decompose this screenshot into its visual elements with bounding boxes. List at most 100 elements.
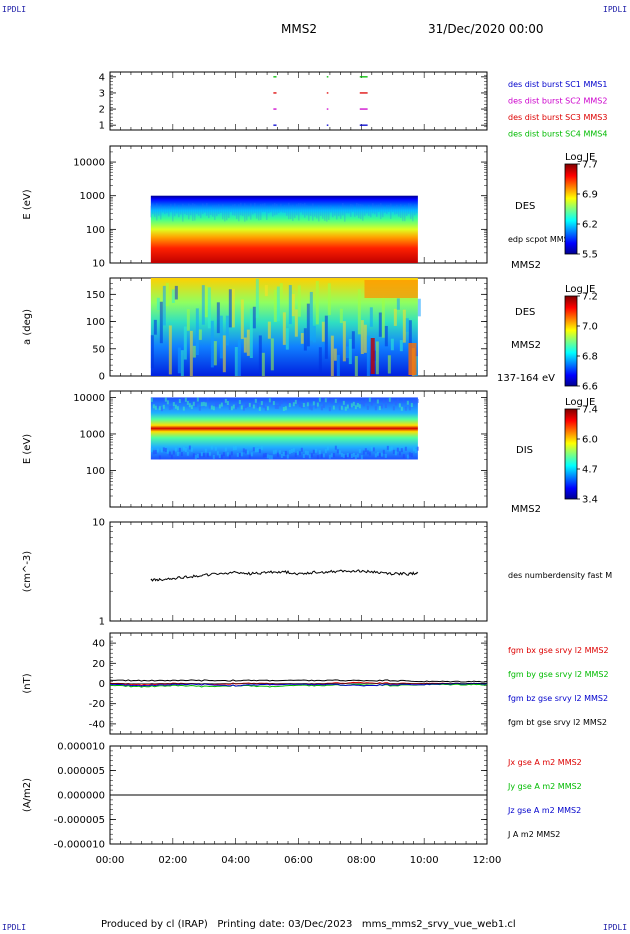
spectrogram-cell — [390, 399, 393, 404]
spectrogram-cell — [162, 447, 165, 452]
spectrogram-cell — [249, 308, 253, 358]
spectrogram-cell — [238, 400, 241, 405]
spectrogram-cell — [266, 454, 269, 459]
spectrogram-cell — [230, 451, 233, 456]
colorbar-tick-label: 6.0 — [582, 435, 598, 446]
spectrogram-cell — [366, 405, 369, 410]
spectrogram-cell — [340, 452, 343, 457]
spectrogram-cell — [294, 452, 297, 457]
legend-entry: Jz gse A m2 MMS2 — [507, 806, 581, 815]
spectrogram-cell — [240, 452, 243, 457]
spectrogram-cell — [315, 281, 319, 325]
spectrogram-cell — [370, 446, 373, 451]
spectrogram-cell — [168, 325, 172, 375]
spectrogram-cell — [282, 452, 285, 457]
spectrogram-cell — [396, 398, 399, 403]
y-tick-label: 100 — [86, 466, 105, 477]
y-tick-label: 20 — [92, 659, 105, 670]
spectrogram-cell — [152, 450, 155, 455]
spectrogram-cell — [246, 450, 249, 455]
spectrogram-cell — [153, 319, 157, 335]
spectrogram-cell — [162, 285, 166, 326]
spectrogram-cell — [412, 399, 415, 404]
spectrogram-cell — [168, 406, 171, 411]
spectrogram-cell — [182, 406, 185, 411]
spectrogram-cell — [360, 320, 364, 355]
spectrogram-cell — [156, 297, 160, 310]
spectrogram-cell — [350, 403, 353, 408]
spectrogram-cell — [376, 451, 379, 456]
spectrogram-cell — [165, 282, 169, 307]
y-tick-label: -20 — [89, 699, 105, 710]
spectrogram-cell — [172, 402, 175, 407]
spectrogram-cell — [238, 453, 241, 458]
spectrogram-cell — [268, 455, 271, 460]
spectrogram-cell — [306, 451, 309, 456]
spectrogram-cell — [398, 403, 401, 408]
spectrogram-cell — [384, 403, 387, 408]
panel-density: 1 10 (cm^-3) des numberdensity fast M — [22, 518, 612, 628]
colorbar-title: Log JE — [565, 284, 595, 295]
spectrogram-cell — [206, 453, 209, 458]
spectrogram-cell — [292, 402, 295, 407]
colorbar-tick-label: 3.4 — [582, 495, 598, 506]
spectrogram-cell — [348, 453, 351, 458]
spectrogram-cell — [154, 450, 157, 455]
spectrogram-cell — [414, 449, 417, 454]
spectrogram-cell — [273, 289, 277, 322]
legend-entry: des dist burst SC4 MMS4 — [508, 130, 607, 139]
spectrogram-cell — [334, 398, 337, 403]
series-line — [150, 569, 419, 582]
spectrogram-cell — [177, 347, 181, 374]
spectrogram-cell — [308, 405, 311, 410]
spectrogram-cell — [320, 453, 323, 458]
colorbar-tick-label: 6.2 — [582, 220, 598, 231]
spectrogram-cell — [316, 455, 319, 460]
spectrogram-cell — [284, 406, 287, 411]
spectrogram-cell — [288, 403, 291, 408]
spectrogram-cell — [186, 309, 190, 331]
spectrogram-cell — [252, 404, 255, 409]
y-tick-label: 1000 — [80, 191, 105, 202]
legend-entry: fgm bz gse srvy l2 MMS2 — [508, 694, 608, 703]
spectrogram-cell — [276, 286, 280, 322]
spectrogram-cell — [334, 445, 337, 450]
spectrogram-cell — [222, 452, 225, 457]
spectrogram-cell — [344, 406, 347, 411]
y-axis-label: (nT) — [22, 673, 33, 693]
spectrogram-cell — [260, 445, 263, 450]
spectrogram-cell — [308, 454, 311, 459]
spectrogram-cell — [378, 406, 381, 411]
spectrogram-cell — [174, 285, 178, 300]
colorbar-tick-label: 5.5 — [582, 250, 598, 261]
spectrogram-cell — [336, 449, 339, 454]
spectrogram-cell — [189, 330, 193, 376]
spectrogram-cell — [402, 398, 405, 403]
spectrogram-cell — [286, 400, 289, 405]
spectrogram-cell — [314, 404, 317, 409]
spectrogram-cell — [330, 399, 333, 404]
colorbar-tick-label: 6.6 — [582, 382, 598, 393]
spectrogram-cell — [280, 453, 283, 458]
spectrogram-cell — [302, 402, 305, 407]
spectrogram-cell — [196, 453, 199, 458]
spectrogram-cell — [284, 450, 287, 455]
spectrogram-cell — [348, 404, 351, 409]
spectrogram-cell — [297, 285, 301, 317]
spectrogram-cell — [204, 286, 208, 318]
spectrogram-cell — [330, 453, 333, 458]
spectrogram-cell — [388, 447, 391, 452]
spectrogram-cell — [364, 448, 367, 453]
spectrogram-cell — [366, 450, 369, 455]
spectrogram-cell — [350, 453, 353, 458]
spectrogram-cell — [310, 453, 313, 458]
panel-label: DES — [515, 307, 535, 318]
spectrogram-cell — [380, 404, 383, 409]
spectrogram-cell — [280, 399, 283, 404]
legend-entry: J A m2 MMS2 — [507, 830, 560, 839]
spectrogram-cell — [276, 405, 279, 410]
spectrogram-cell — [416, 398, 419, 403]
spectrogram-cell — [336, 354, 340, 376]
